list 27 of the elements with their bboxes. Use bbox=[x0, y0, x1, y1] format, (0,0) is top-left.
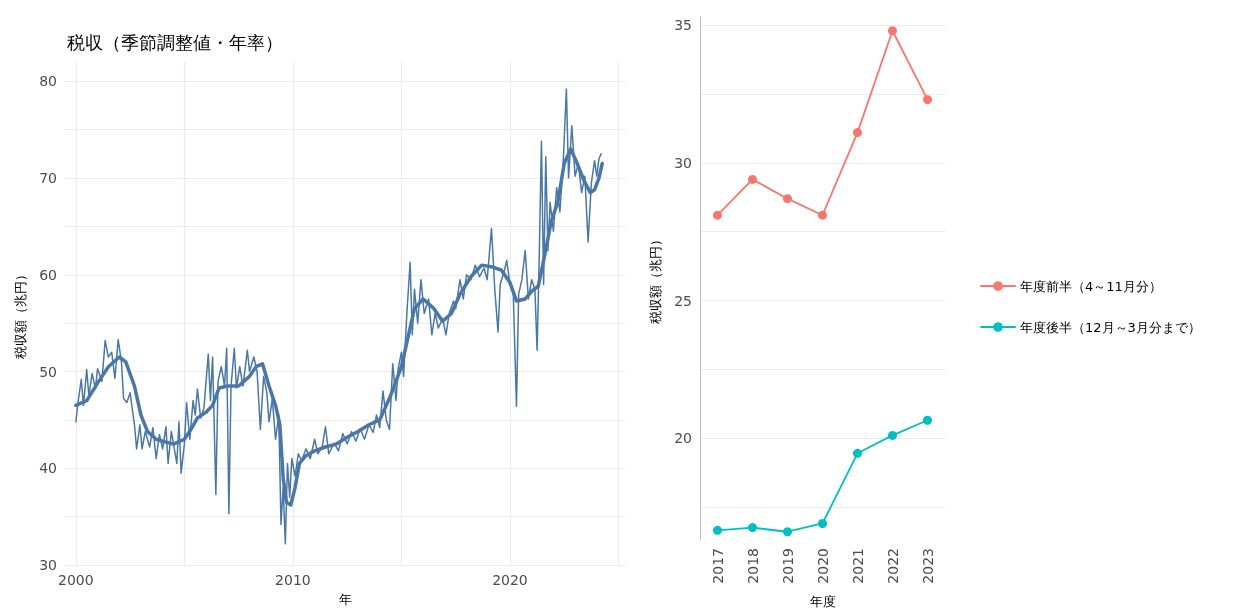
x-axis-title: 年度 bbox=[809, 594, 836, 609]
y-tick-label: 40 bbox=[39, 460, 57, 477]
y-tick-label: 60 bbox=[39, 266, 57, 283]
legend-label: 年度後半（12月～3月分まで） bbox=[1020, 319, 1201, 335]
y-tick-label: 25 bbox=[674, 292, 692, 309]
x-axis-title: 年 bbox=[338, 592, 352, 607]
x-tick-label: 2022 bbox=[884, 548, 901, 584]
x-tick-label: 2010 bbox=[275, 572, 311, 588]
x-tick-label: 2020 bbox=[814, 548, 831, 584]
chart-title: 税収（季節調整値・年率） bbox=[67, 31, 283, 53]
y-tick-label: 30 bbox=[674, 154, 692, 171]
y-tick-label: 80 bbox=[39, 73, 57, 90]
y-tick-label: 20 bbox=[674, 430, 692, 447]
x-tick-label: 2021 bbox=[849, 548, 866, 584]
legend-label: 年度前半（4～11月分） bbox=[1020, 278, 1162, 294]
x-tick-label: 2017 bbox=[709, 548, 726, 584]
x-tick-label: 2000 bbox=[58, 572, 94, 588]
y-axis-title: 税収額（兆円） bbox=[648, 233, 663, 324]
x-tick-label: 2019 bbox=[779, 548, 796, 584]
y-tick-label: 70 bbox=[39, 170, 57, 187]
x-tick-label: 2020 bbox=[492, 572, 528, 588]
y-tick-label: 30 bbox=[39, 557, 57, 573]
y-axis-title: 税収額（兆円） bbox=[13, 268, 28, 359]
y-tick-label: 50 bbox=[39, 363, 57, 380]
x-tick-label: 2018 bbox=[744, 548, 761, 584]
y-tick-label: 35 bbox=[674, 17, 692, 34]
x-tick-label: 2023 bbox=[919, 548, 936, 584]
